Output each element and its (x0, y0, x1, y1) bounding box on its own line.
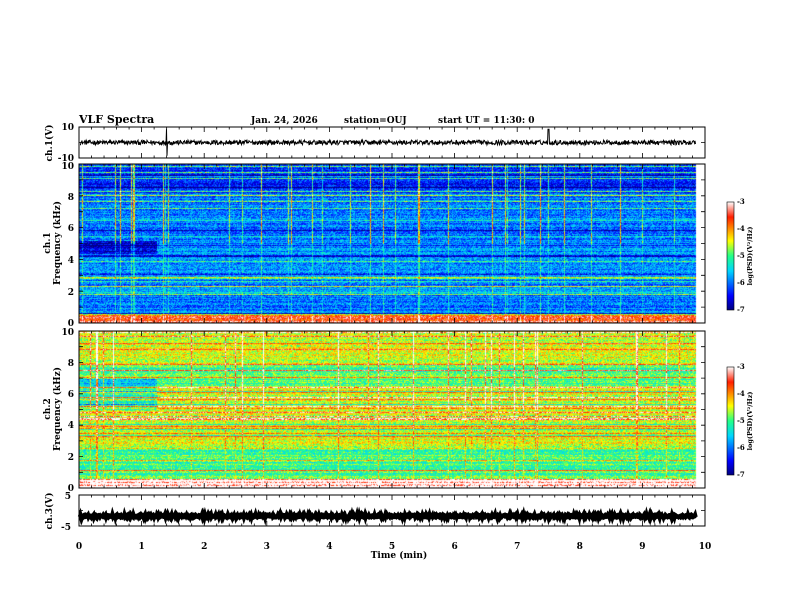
time-axis-label: Time (min) (371, 550, 428, 561)
ch1-waveform-trace (80, 128, 696, 156)
ch1-colorbar-tick-m7: -7 (737, 305, 745, 314)
time-tick-8: 8 (577, 542, 583, 552)
ch2-colorbar (726, 366, 735, 476)
time-tick-3: 3 (264, 542, 270, 552)
time-tick-9: 9 (639, 542, 645, 552)
ch1-ytick-bottom: -10 (58, 154, 74, 164)
ch1-waveform-ticks (78, 127, 706, 158)
ch3-waveform-panel: 5 -5 ch.3(V) (44, 492, 706, 533)
ch1-ytick-top: 10 (61, 123, 74, 133)
ch2-freq-tick-8: 8 (68, 359, 74, 369)
ch3-waveform-ticks (78, 495, 706, 526)
ch2-colorbar-tick-m5: -5 (737, 416, 745, 425)
ticks-p4-marks (78, 495, 706, 526)
time-tick-5: 5 (389, 542, 395, 552)
ticks-p2-marks (78, 163, 706, 324)
ch1-colorbar-tick-m6: -6 (737, 278, 745, 287)
ch1-freq-tick-8: 8 (68, 193, 74, 203)
time-tick-7: 7 (514, 542, 520, 552)
ch2-spectrogram-ylabel-frequency: Frequency (kHz) (52, 367, 63, 451)
time-tick-1: 1 (138, 542, 144, 552)
time-tick-4: 4 (326, 542, 332, 552)
ch1-colorbar-label: log(PSD)(V²/Hz) (746, 227, 754, 286)
ch2-colorbar-tick-m3: -3 (737, 362, 745, 371)
ch1-spectrogram-ylabel-channel: ch.1 (43, 232, 53, 253)
date-label: Jan. 24, 2026 (250, 116, 318, 126)
time-tick-0: 0 (76, 542, 82, 552)
ch1-waveform-panel: 10 -10 ch.1(V) (44, 123, 706, 164)
ch1-colorbar-tick-m3: -3 (737, 197, 745, 206)
start-time-label: start UT = 11:30: 0 (438, 116, 535, 126)
ch2-freq-tick-4: 4 (68, 421, 74, 431)
ch2-freq-tick-0: 0 (68, 484, 74, 494)
ch2-freq-tick-10: 10 (61, 328, 74, 338)
ch1-freq-tick-0: 0 (68, 319, 74, 329)
ticks-p3-marks (78, 330, 706, 489)
time-tick-6: 6 (451, 542, 457, 552)
ch1-colorbar-tick-m5: -5 (737, 251, 745, 260)
ch3-waveform-ylabel: ch.3(V) (44, 493, 55, 530)
ch1-freq-tick-2: 2 (68, 288, 74, 298)
ch1-colorbar-tick-m4: -4 (737, 224, 745, 233)
ticks-p1-marks (78, 127, 706, 158)
ch1-spectrogram-ticks (78, 163, 706, 324)
time-axis: 0 1 2 3 4 5 6 7 8 9 10 Time (min) (76, 542, 711, 561)
ch3-ytick-top: 5 (65, 492, 71, 502)
ch1-spectrogram-ylabel-frequency: Frequency (kHz) (52, 201, 63, 285)
time-tick-10: 10 (699, 542, 712, 552)
ch2-spectrogram-panel: 0 2 4 6 8 10 ch.2 Frequency (kHz) -3 -4 … (43, 328, 754, 494)
station-label: station=OUJ (344, 116, 407, 126)
ch1-spectrogram-panel: 0 2 4 6 8 10 ch.1 Frequency (kHz) -3 -4 … (43, 162, 754, 329)
ch1-colorbar (726, 201, 735, 311)
ch1-freq-tick-10: 10 (61, 162, 74, 172)
ch2-colorbar-tick-m6: -6 (737, 443, 745, 452)
ch2-colorbar-tick-m7: -7 (737, 470, 745, 479)
ch2-colorbar-label: log(PSD)(V²/Hz) (746, 392, 754, 451)
ch3-waveform-trace (77, 506, 698, 526)
ch2-colorbar-tick-m4: -4 (737, 389, 745, 398)
ch1-spectrogram-image (79, 164, 705, 323)
ch3-ytick-bottom: -5 (61, 523, 71, 533)
ch1-freq-tick-6: 6 (68, 224, 74, 234)
ch2-spectrogram-image (79, 331, 705, 488)
ch1-freq-tick-4: 4 (68, 256, 74, 266)
ch1-waveform-ylabel: ch.1(V) (44, 125, 55, 162)
time-tick-2: 2 (201, 542, 207, 552)
ch2-freq-tick-2: 2 (68, 453, 74, 463)
figure-title: VLF Spectra (78, 113, 154, 126)
ch2-spectrogram-ticks (78, 330, 706, 489)
ch2-freq-tick-6: 6 (68, 390, 74, 400)
ch2-spectrogram-ylabel-channel: ch.2 (43, 398, 53, 419)
